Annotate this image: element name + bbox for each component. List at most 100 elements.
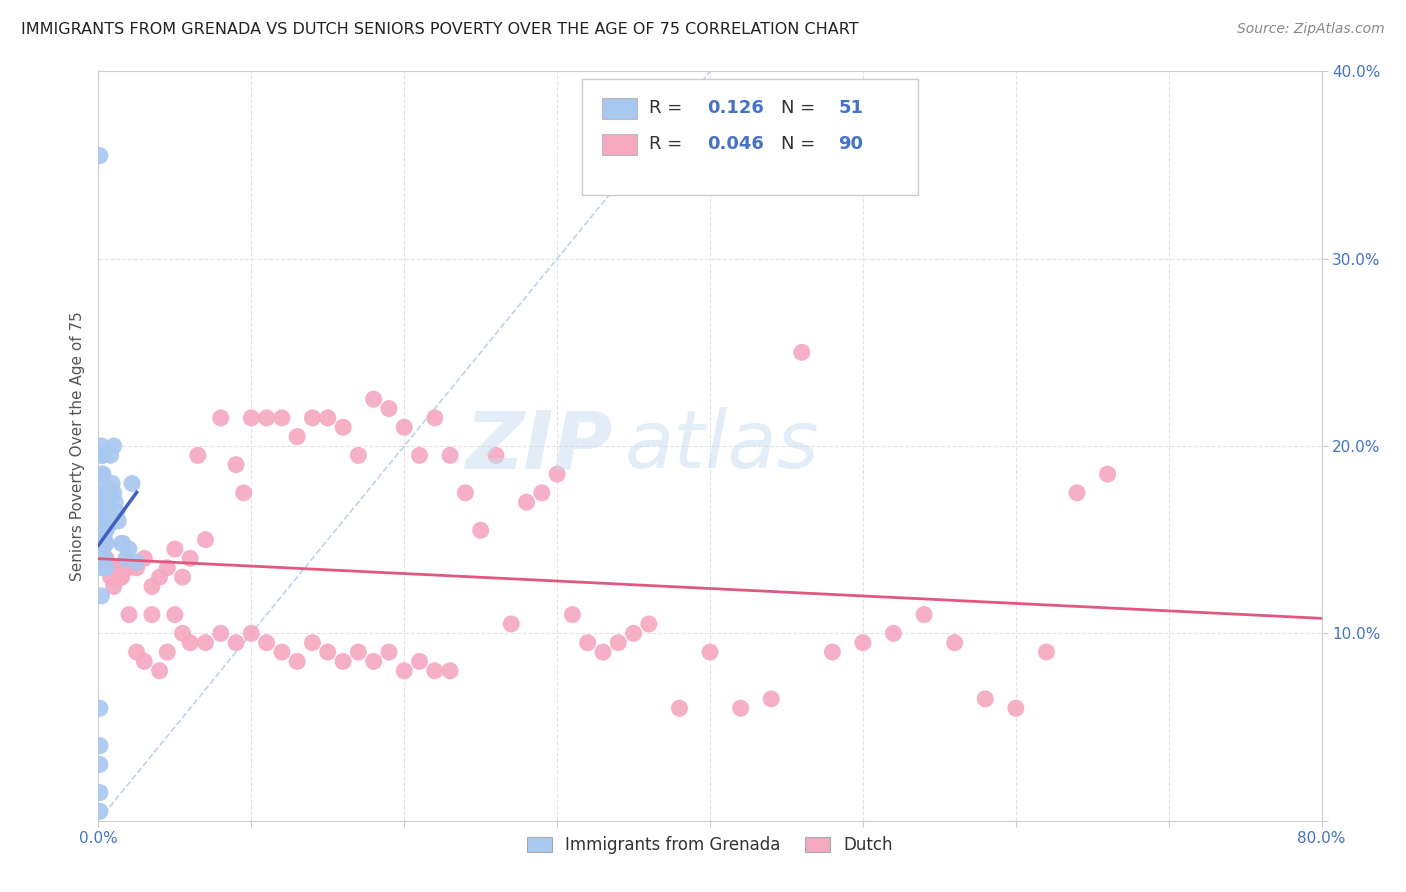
Point	[98, 499, 121, 513]
Point	[100, 449, 122, 463]
Point	[93, 524, 115, 538]
Point	[94, 524, 117, 538]
Point	[103, 486, 125, 500]
Point	[91, 533, 114, 547]
Point	[408, 655, 430, 669]
Point	[90, 524, 112, 538]
Point	[110, 570, 132, 584]
Point	[454, 486, 477, 500]
Point	[408, 449, 430, 463]
Point	[439, 664, 461, 678]
Point	[378, 401, 401, 416]
Point	[347, 449, 370, 463]
Point	[179, 635, 201, 649]
FancyBboxPatch shape	[602, 134, 637, 154]
Point	[316, 411, 339, 425]
Point	[301, 411, 323, 425]
Point	[90, 561, 112, 575]
Point	[347, 645, 370, 659]
Point	[94, 561, 117, 575]
Point	[94, 499, 117, 513]
Point	[103, 580, 125, 594]
Point	[256, 411, 278, 425]
Point	[104, 495, 127, 509]
Point	[118, 607, 141, 622]
Point	[89, 757, 111, 772]
Text: 0.046: 0.046	[707, 135, 765, 153]
Point	[90, 439, 112, 453]
Legend: Immigrants from Grenada, Dutch: Immigrants from Grenada, Dutch	[520, 830, 900, 861]
Point	[1004, 701, 1026, 715]
Point	[125, 561, 148, 575]
Point	[115, 561, 138, 575]
Point	[546, 467, 568, 482]
Point	[187, 449, 209, 463]
Point	[883, 626, 905, 640]
Point	[240, 626, 263, 640]
Point	[125, 555, 148, 569]
Text: N =: N =	[780, 135, 821, 153]
Point	[115, 551, 138, 566]
Point	[90, 449, 112, 463]
Point	[821, 645, 844, 659]
Point	[592, 645, 614, 659]
Point	[561, 607, 583, 622]
Point	[240, 411, 263, 425]
Point	[103, 439, 125, 453]
Point	[93, 495, 115, 509]
Text: R =: R =	[648, 135, 688, 153]
Point	[89, 739, 111, 753]
Point	[363, 655, 385, 669]
Point	[301, 635, 323, 649]
Point	[97, 514, 120, 528]
Point	[607, 635, 630, 649]
Point	[100, 570, 122, 584]
Point	[141, 580, 163, 594]
Point	[501, 617, 523, 632]
Y-axis label: Seniors Poverty Over the Age of 75: Seniors Poverty Over the Age of 75	[69, 311, 84, 581]
Point	[790, 345, 813, 359]
Point	[623, 626, 645, 640]
Point	[97, 486, 120, 500]
Point	[100, 486, 122, 500]
Point	[943, 635, 966, 649]
Point	[156, 645, 179, 659]
Text: 51: 51	[838, 99, 863, 117]
Point	[103, 561, 125, 575]
Point	[93, 486, 115, 500]
Point	[1097, 467, 1119, 482]
Point	[637, 617, 661, 632]
Point	[974, 692, 997, 706]
Point	[332, 420, 354, 434]
Point	[912, 607, 935, 622]
Point	[194, 635, 217, 649]
Point	[194, 533, 217, 547]
Text: 0.126: 0.126	[707, 99, 765, 117]
Text: Source: ZipAtlas.com: Source: ZipAtlas.com	[1237, 22, 1385, 37]
Point	[759, 692, 782, 706]
Point	[94, 486, 117, 500]
Point	[156, 561, 179, 575]
Point	[90, 589, 112, 603]
Point	[141, 607, 163, 622]
Point	[94, 514, 117, 528]
Point	[699, 645, 721, 659]
Point	[285, 430, 308, 444]
Point	[97, 499, 120, 513]
Point	[125, 645, 148, 659]
Point	[91, 449, 114, 463]
Point	[110, 570, 132, 584]
Point	[93, 533, 115, 547]
Point	[392, 664, 416, 678]
Text: IMMIGRANTS FROM GRENADA VS DUTCH SENIORS POVERTY OVER THE AGE OF 75 CORRELATION : IMMIGRANTS FROM GRENADA VS DUTCH SENIORS…	[21, 22, 859, 37]
Point	[530, 486, 553, 500]
Text: R =: R =	[648, 99, 688, 117]
FancyBboxPatch shape	[602, 97, 637, 119]
Text: ZIP: ZIP	[465, 407, 612, 485]
Point	[134, 655, 156, 669]
Point	[423, 664, 446, 678]
Point	[172, 570, 194, 584]
Point	[105, 561, 128, 575]
Point	[576, 635, 599, 649]
Point	[91, 505, 114, 519]
